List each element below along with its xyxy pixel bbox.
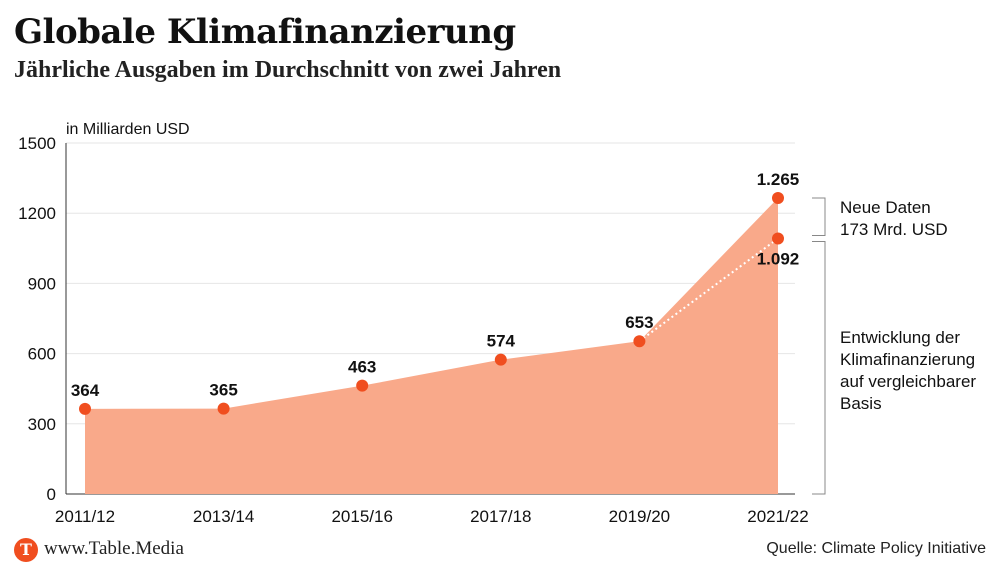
annotation-new-data: 173 Mrd. USD <box>840 220 948 239</box>
data-label: 365 <box>209 381 237 400</box>
table-media-logo-icon: T <box>14 538 38 562</box>
y-axis-label: in Milliarden USD <box>66 121 190 138</box>
data-point <box>772 191 784 204</box>
comparable-basis-label: 1.092 <box>757 249 800 268</box>
x-tick-label: 2011/12 <box>55 507 115 526</box>
y-tick-label: 1500 <box>18 134 56 153</box>
y-tick-label: 300 <box>28 415 56 434</box>
annotation-comparable: Klimafinanzierung <box>840 350 975 369</box>
y-tick-label: 900 <box>28 274 56 293</box>
x-tick-label: 2019/20 <box>609 507 670 526</box>
y-tick-label: 1200 <box>18 204 56 223</box>
data-point <box>217 402 230 415</box>
x-tick-label: 2017/18 <box>470 507 531 526</box>
new-data-bracket <box>812 197 826 236</box>
data-point <box>79 402 91 415</box>
data-point <box>356 379 369 392</box>
annotation-comparable: auf vergleichbarer <box>840 372 976 391</box>
data-label: 1.265 <box>757 170 800 189</box>
data-label: 463 <box>348 358 376 377</box>
x-tick-label: 2015/16 <box>331 507 392 526</box>
annotation-comparable: Entwicklung der <box>840 328 960 347</box>
footer-website[interactable]: www.Table.Media <box>44 538 184 559</box>
data-label: 653 <box>625 313 653 332</box>
y-tick-label: 600 <box>28 345 56 364</box>
chart-subtitle: Jährliche Ausgaben im Durchschnitt von z… <box>14 57 562 83</box>
annotation-new-data: Neue Daten <box>840 198 931 217</box>
area-series <box>85 197 778 495</box>
x-tick-label: 2013/14 <box>193 507 254 526</box>
data-label: 364 <box>71 381 100 400</box>
data-label: 574 <box>487 332 516 351</box>
annotation-comparable: Basis <box>840 394 882 413</box>
comparable-bracket <box>812 240 826 495</box>
comparable-basis-line <box>638 237 779 343</box>
data-point <box>633 335 646 348</box>
chart-title: Globale Klimafinanzierung <box>14 12 516 52</box>
x-tick-label: 2021/22 <box>747 507 808 526</box>
data-point <box>494 353 507 366</box>
footer-source: Quelle: Climate Policy Initiative <box>766 540 986 557</box>
y-tick-label: 0 <box>47 485 56 504</box>
comparable-basis-point <box>772 232 784 245</box>
